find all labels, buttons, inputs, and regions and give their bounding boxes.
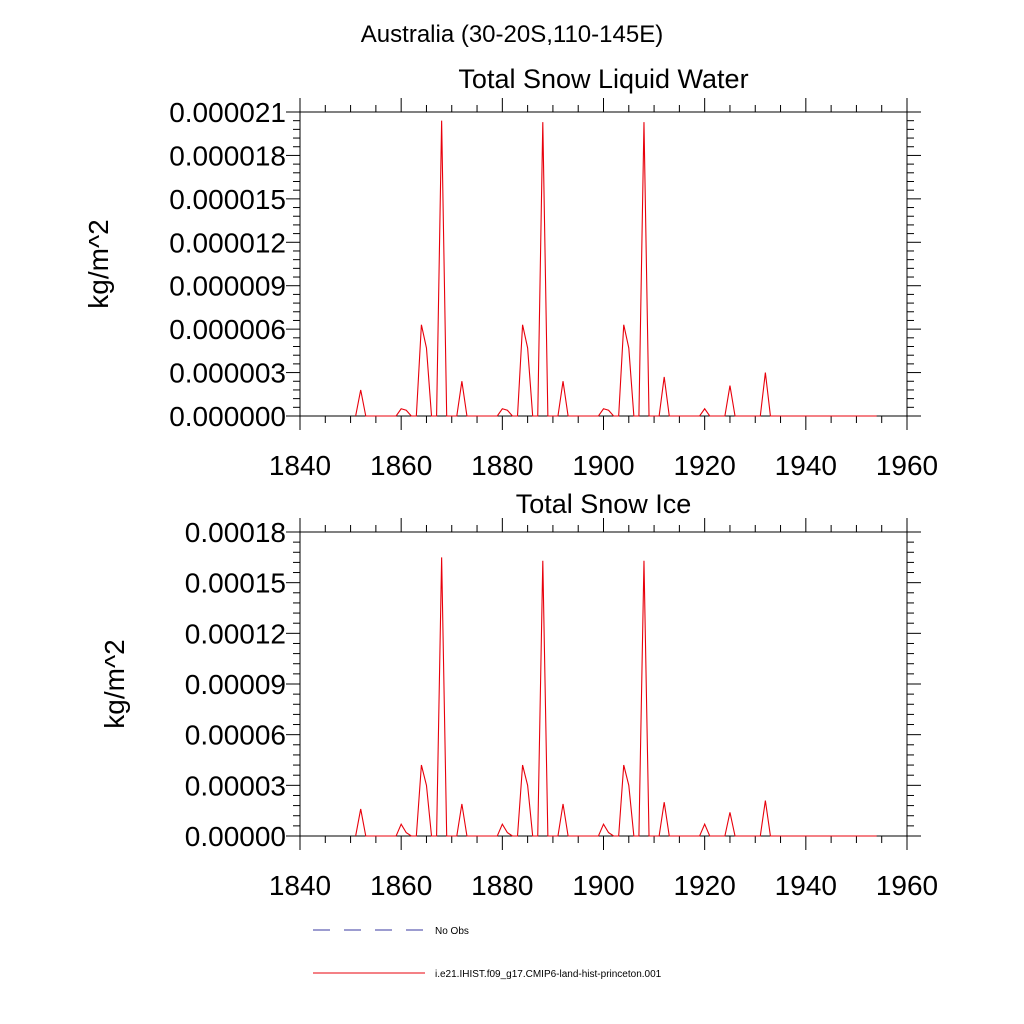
y-tick-label: 0.00015 <box>185 568 286 599</box>
y-tick-label: 0.000012 <box>169 227 286 258</box>
x-tick-label: 1880 <box>471 450 533 481</box>
series-line <box>355 120 877 417</box>
y-tick-label: 0.00012 <box>185 618 286 649</box>
y-axis-label: kg/m^2 <box>83 219 114 308</box>
plot-frame <box>299 531 908 837</box>
plot-frame <box>299 111 908 417</box>
legend-label: No Obs <box>435 926 469 937</box>
panel-title: Total Snow Liquid Water <box>458 64 748 94</box>
y-tick-label: 0.000000 <box>169 401 286 432</box>
legend-label: i.e21.IHIST.f09_g17.CMIP6-land-hist-prin… <box>435 969 662 980</box>
y-tick-label: 0.000003 <box>169 358 286 389</box>
panel-title: Total Snow Ice <box>516 489 692 519</box>
y-tick-label: 0.000021 <box>169 97 286 128</box>
x-tick-label: 1940 <box>775 870 837 901</box>
y-tick-label: 0.00003 <box>185 770 286 801</box>
series-line <box>355 557 877 837</box>
y-tick-label: 0.000006 <box>169 314 286 345</box>
x-tick-label: 1900 <box>572 450 634 481</box>
x-tick-label: 1940 <box>775 450 837 481</box>
x-tick-label: 1900 <box>572 870 634 901</box>
x-tick-label: 1840 <box>269 870 331 901</box>
x-tick-label: 1860 <box>370 450 432 481</box>
y-tick-label: 0.000009 <box>169 271 286 302</box>
x-tick-label: 1920 <box>674 450 736 481</box>
figure-title: Australia (30-20S,110-145E) <box>361 21 663 48</box>
x-tick-label: 1860 <box>370 870 432 901</box>
y-tick-label: 0.000018 <box>169 140 286 171</box>
y-tick-label: 0.00000 <box>185 821 286 852</box>
y-tick-label: 0.00009 <box>185 669 286 700</box>
x-tick-label: 1880 <box>471 870 533 901</box>
y-tick-label: 0.00006 <box>185 720 286 751</box>
y-axis-label: kg/m^2 <box>99 639 130 728</box>
y-tick-label: 0.000015 <box>169 184 286 215</box>
x-tick-label: 1840 <box>269 450 331 481</box>
x-tick-label: 1960 <box>876 450 938 481</box>
x-tick-label: 1920 <box>674 870 736 901</box>
x-tick-label: 1960 <box>876 870 938 901</box>
y-tick-label: 0.00018 <box>185 517 286 548</box>
